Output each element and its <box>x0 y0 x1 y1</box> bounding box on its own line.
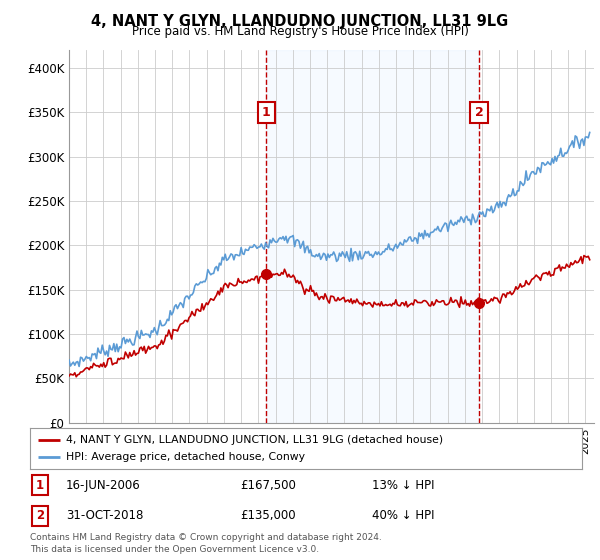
Text: 4, NANT Y GLYN, LLANDUDNO JUNCTION, LL31 9LG (detached house): 4, NANT Y GLYN, LLANDUDNO JUNCTION, LL31… <box>66 435 443 445</box>
Text: £167,500: £167,500 <box>240 479 296 492</box>
Text: 2: 2 <box>475 106 484 119</box>
Text: This data is licensed under the Open Government Licence v3.0.: This data is licensed under the Open Gov… <box>30 545 319 554</box>
Text: 40% ↓ HPI: 40% ↓ HPI <box>372 509 435 522</box>
Text: 1: 1 <box>36 479 44 492</box>
Text: 16-JUN-2006: 16-JUN-2006 <box>66 479 140 492</box>
Text: HPI: Average price, detached house, Conwy: HPI: Average price, detached house, Conw… <box>66 452 305 463</box>
Text: 2: 2 <box>36 509 44 522</box>
Text: 13% ↓ HPI: 13% ↓ HPI <box>372 479 435 492</box>
Text: Contains HM Land Registry data © Crown copyright and database right 2024.: Contains HM Land Registry data © Crown c… <box>30 533 382 542</box>
Text: 1: 1 <box>262 106 271 119</box>
Text: 31-OCT-2018: 31-OCT-2018 <box>66 509 143 522</box>
Bar <box>266 50 479 423</box>
Text: 4, NANT Y GLYN, LLANDUDNO JUNCTION, LL31 9LG: 4, NANT Y GLYN, LLANDUDNO JUNCTION, LL31… <box>91 14 509 29</box>
Text: Price paid vs. HM Land Registry's House Price Index (HPI): Price paid vs. HM Land Registry's House … <box>131 25 469 38</box>
Text: £135,000: £135,000 <box>240 509 295 522</box>
